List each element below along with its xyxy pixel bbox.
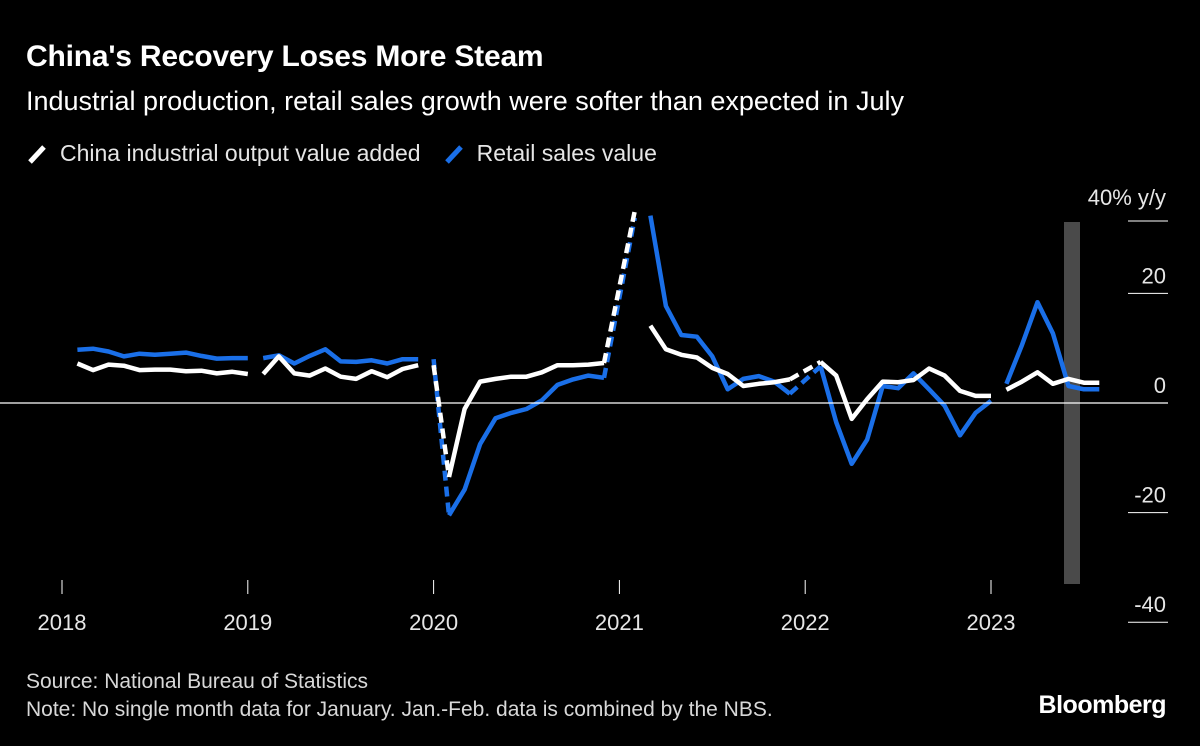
retail-sales-value-line xyxy=(1004,299,1100,392)
x-tick-label: 2021 xyxy=(595,610,644,635)
legend-swatch-line-white xyxy=(28,144,46,164)
china-industrial-output-value-added-dashed-bridge xyxy=(788,359,822,382)
china-industrial-output-value-added-line xyxy=(1005,370,1100,392)
china-industrial-output-value-added-line xyxy=(261,354,419,382)
y-tick-label: -20 xyxy=(1134,483,1166,508)
retail-sales-value-dashed-bridge xyxy=(431,358,452,516)
china-industrial-output-value-added-line xyxy=(819,360,991,422)
x-tick-label: 2023 xyxy=(967,610,1016,635)
y-axis-top-label: 40% y/y xyxy=(1088,185,1166,210)
retail-sales-value-line xyxy=(262,347,419,366)
source-note: Source: National Bureau of Statistics xyxy=(26,670,369,693)
x-tick-label: 2018 xyxy=(38,610,87,635)
china-industrial-output-value-added-line xyxy=(648,324,791,389)
y-tick-label: 0 xyxy=(1154,373,1166,398)
legend-item-industrial-output: China industrial output value added xyxy=(26,140,421,167)
retail-sales-value-line xyxy=(648,215,792,396)
x-tick-label: 2022 xyxy=(781,610,830,635)
retail-sales-value-line xyxy=(447,373,605,517)
retail-sales-value-line xyxy=(77,346,248,361)
china-industrial-output-value-added-dashed-bridge xyxy=(431,364,452,478)
y-tick-label: 20 xyxy=(1142,263,1166,288)
legend-label-industrial-output: China industrial output value added xyxy=(60,140,421,166)
legend-item-retail-sales: Retail sales value xyxy=(443,140,657,167)
legend-swatch-line-blue xyxy=(444,144,463,164)
y-tick-label: -40 xyxy=(1134,592,1166,617)
x-tick-label: 2019 xyxy=(223,610,272,635)
china-industrial-output-value-added-line xyxy=(76,361,249,377)
chart-title: China's Recovery Loses More Steam xyxy=(26,40,544,73)
china-industrial-output-value-added-dashed-bridge xyxy=(601,210,638,364)
retail-sales-value-dashed-bridge xyxy=(788,364,823,396)
china-industrial-output-value-added-line xyxy=(446,360,605,478)
legend-swatch-industrial-output xyxy=(28,144,46,164)
legend-swatch-retail-sales xyxy=(444,144,463,164)
legend: China industrial output value added Reta… xyxy=(26,140,679,167)
data-note: Note: No single month data for January. … xyxy=(26,698,773,721)
x-tick-label: 2020 xyxy=(409,610,458,635)
legend-label-retail-sales: Retail sales value xyxy=(476,140,657,166)
bloomberg-logo: Bloomberg xyxy=(1038,691,1167,719)
chart-subtitle: Industrial production, retail sales grow… xyxy=(26,86,904,116)
